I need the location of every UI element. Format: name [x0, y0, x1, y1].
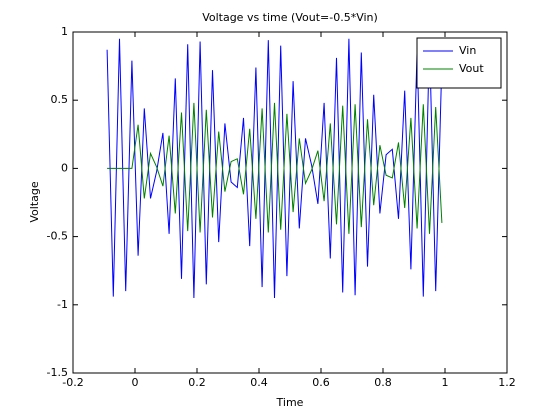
x-tick-label: -0.2 [62, 376, 83, 389]
x-tick-label: 0.2 [188, 376, 206, 389]
x-tick-label: 0.4 [250, 376, 268, 389]
y-tick-label: 0.5 [51, 93, 69, 106]
legend-box [416, 37, 502, 89]
y-tick-label: -0.5 [47, 230, 68, 243]
y-tick-label: 0 [61, 161, 68, 174]
y-axis-label: Voltage [28, 181, 41, 222]
plot-area [72, 31, 508, 374]
x-tick-label: 1 [442, 376, 449, 389]
x-tick-label: 0 [132, 376, 139, 389]
series-line [107, 102, 443, 234]
x-tick-label: 1.2 [498, 376, 516, 389]
legend-label: Vin [459, 44, 476, 57]
x-axis-label: Time [276, 396, 304, 409]
series-line [106, 38, 443, 298]
y-tick-label: -1 [57, 298, 68, 311]
chart-title: Voltage vs time (Vout=-0.5*Vin) [202, 11, 378, 24]
y-tick-label: -1.5 [47, 366, 68, 379]
x-tick-label: 0.6 [312, 376, 330, 389]
y-tick-label: 1 [61, 25, 68, 38]
legend-label: Vout [459, 62, 484, 75]
x-tick-label: 0.8 [374, 376, 392, 389]
